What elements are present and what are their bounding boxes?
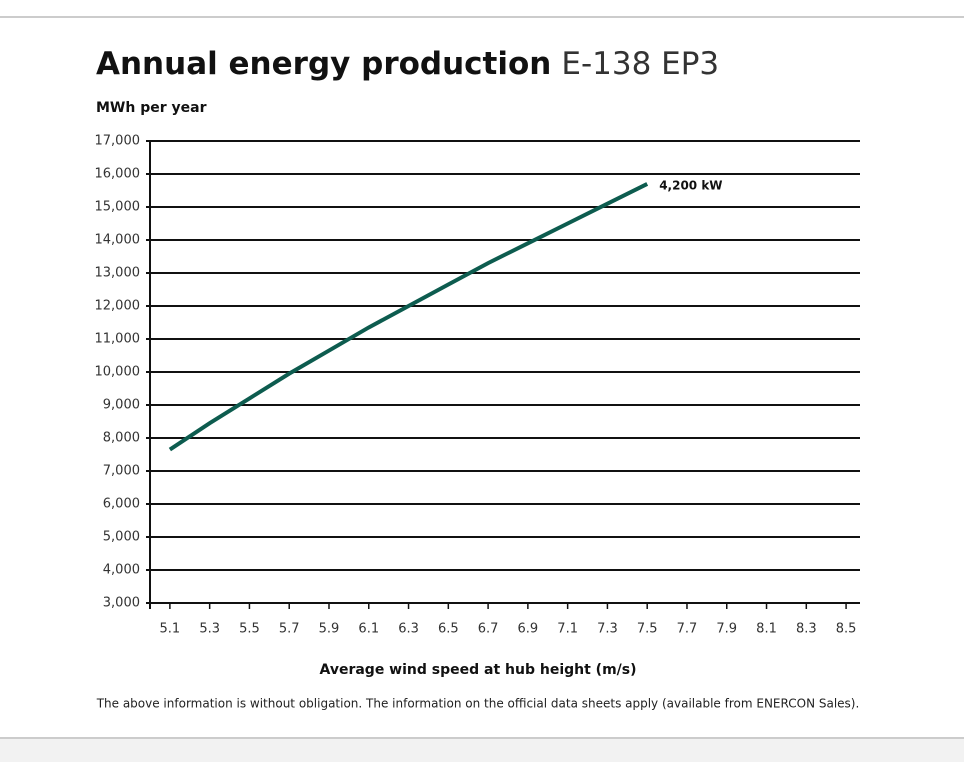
y-tick-label: 9,000 (103, 398, 140, 413)
series-label: 4,200 kW (659, 178, 722, 192)
y-tick-label: 3,000 (103, 596, 140, 611)
chart-title-group: Annual energy production E-138 EP3 (96, 46, 719, 82)
y-tick-label: 12,000 (95, 299, 141, 314)
data-line (168, 182, 649, 452)
y-axis-label: MWh per year (96, 100, 207, 116)
x-tick-label: 7.7 (677, 622, 698, 637)
x-tick-label: 5.1 (160, 622, 181, 637)
y-tick-label: 8,000 (103, 431, 140, 446)
x-tick-label: 8.1 (756, 622, 777, 637)
x-axis-label: Average wind speed at hub height (m/s) (319, 662, 636, 678)
y-tick-label: 5,000 (103, 530, 140, 545)
x-tick-label: 7.3 (597, 622, 618, 637)
y-tick-label: 14,000 (95, 233, 141, 248)
x-tick-label: 6.7 (478, 622, 499, 637)
x-tick-label: 8.5 (836, 622, 857, 637)
y-tick-label: 11,000 (95, 332, 141, 347)
x-tick-label: 6.1 (358, 622, 379, 637)
x-tick-label: 6.3 (398, 622, 419, 637)
y-tick-label: 10,000 (95, 365, 141, 380)
x-tick-label: 5.3 (199, 622, 220, 637)
x-tick-label: 5.7 (279, 622, 300, 637)
x-tick-label: 5.5 (239, 622, 260, 637)
x-tick-label: 7.9 (716, 622, 737, 637)
x-tick-label: 7.5 (637, 622, 658, 637)
y-tick-label: 13,000 (95, 266, 141, 281)
x-tick-label: 6.5 (438, 622, 459, 637)
y-tick-label: 15,000 (95, 200, 141, 215)
x-tick-label: 8.3 (796, 622, 817, 637)
y-tick-label: 6,000 (103, 497, 140, 512)
x-tick-label: 7.1 (557, 622, 578, 637)
y-tick-label: 17,000 (95, 134, 141, 149)
bottom-strip (0, 738, 964, 762)
footnote: The above information is without obligat… (96, 697, 860, 711)
x-tick-label: 5.9 (319, 622, 340, 637)
y-tick-label: 16,000 (95, 167, 141, 182)
x-tick-label: 6.9 (518, 622, 539, 637)
chart-subtitle: E-138 EP3 (561, 46, 719, 82)
y-tick-label: 7,000 (103, 464, 140, 479)
chart-title: Annual energy production (96, 46, 551, 82)
y-tick-label: 4,000 (103, 563, 140, 578)
